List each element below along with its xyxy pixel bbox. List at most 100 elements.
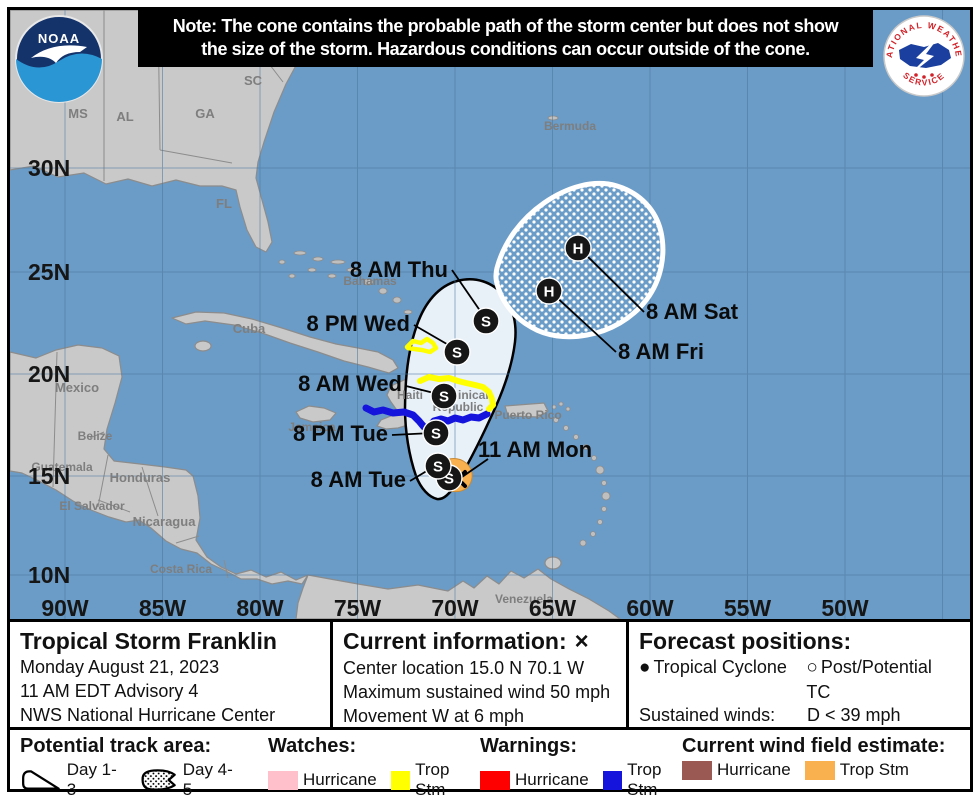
label-65w: 65W xyxy=(529,595,577,619)
post-potential-label: Post/Potential TC xyxy=(806,657,932,702)
label-nicaragua: Nicaragua xyxy=(133,514,197,529)
noaa-bird-icon xyxy=(31,45,87,63)
nws-logo: NATIONAL WEATHER SERVICE xyxy=(882,14,965,97)
legend-warnings: Warnings: Hurricane Trop Stm xyxy=(470,730,661,799)
label-el-salvador: El Salvador xyxy=(59,499,125,513)
svg-text:H: H xyxy=(573,241,584,258)
hurricane-warning-swatch xyxy=(480,770,510,790)
forecast-positions-legend: Forecast positions: ● Tropical Cyclone ○ P… xyxy=(626,622,970,727)
legend-watches: Watches: Hurricane Trop Stm xyxy=(258,730,470,799)
basemap-svg: MS AL GA SC FL Mexico Belize Guatemala H… xyxy=(10,10,970,619)
day13-key: Day 1-3 xyxy=(20,760,122,800)
tropstm-windfield-swatch xyxy=(804,760,835,780)
label-15n: 15N xyxy=(28,463,70,489)
lon-labels: 90W 85W 80W 75W 70W 65W 60W 55W 50W xyxy=(41,595,869,619)
day13-label: Day 1-3 xyxy=(66,760,117,799)
map: MS AL GA SC FL Mexico Belize Guatemala H… xyxy=(7,7,973,622)
point-8pm-wed: S xyxy=(443,338,471,366)
point-8am-sat: H xyxy=(564,234,592,262)
island-jamaica xyxy=(295,405,337,423)
track-time-labels: 8 AM Thu 8 PM Wed 8 AM Wed 8 PM Tue 8 AM… xyxy=(293,257,739,492)
label-8pm-tue: 8 PM Tue xyxy=(293,421,388,446)
lat-labels: 30N 25N 20N 15N 10N xyxy=(28,155,70,588)
label-jamaica: Jamaica xyxy=(288,420,336,434)
point-8am-fri: H xyxy=(535,277,563,305)
label-fl: FL xyxy=(216,196,232,211)
current-information: Current information: × Center location 15… xyxy=(330,622,626,727)
cyclone-symbols-row: ● Tropical Cyclone ○ Post/Potential TC xyxy=(639,656,960,704)
label-cuba: Cuba xyxy=(233,321,266,336)
current-position-symbol: × xyxy=(574,628,589,655)
note-line-2: the size of the storm. Hazardous conditi… xyxy=(201,39,810,60)
nws-lightning-icon xyxy=(906,34,941,78)
open-circle-icon: ○ xyxy=(806,657,818,679)
note-line-1: Note: The cone contains the probable pat… xyxy=(172,16,839,36)
label-haiti: Haiti xyxy=(397,388,423,402)
day45-key: Day 4-5 xyxy=(136,760,238,800)
wind-class-d: D < 39 mph xyxy=(807,705,901,726)
point-8am-thu: S xyxy=(472,307,500,335)
svg-text:S: S xyxy=(439,389,449,406)
label-8am-tue: 8 AM Tue xyxy=(311,467,406,492)
noaa-logo: NOAA xyxy=(15,15,103,103)
label-10n: 10N xyxy=(28,562,70,588)
issuing-agency: NWS National Hurricane Center xyxy=(20,705,276,726)
day45-label: Day 4-5 xyxy=(182,760,233,799)
svg-text:S: S xyxy=(433,459,443,476)
tropstm-warning-label: Trop Stm xyxy=(627,760,662,799)
windfield-hurricane-key: Hurricane xyxy=(682,760,791,780)
label-30n: 30N xyxy=(28,155,70,181)
label-20n: 20N xyxy=(28,361,70,387)
label-11am-mon: 11 AM Mon xyxy=(478,437,592,462)
noaa-logo-text: NOAA xyxy=(38,31,80,46)
geo-labels: MS AL GA SC FL Mexico Belize Guatemala H… xyxy=(31,73,596,606)
label-honduras: Honduras xyxy=(110,470,171,485)
center-location: Center location 15.0 N 70.1 W xyxy=(343,658,585,679)
tropical-cyclone-label: Tropical Cyclone xyxy=(653,657,787,678)
svg-text:S: S xyxy=(481,314,491,331)
label-85w: 85W xyxy=(139,595,187,619)
storm-summary: Tropical Storm Franklin Monday August 21… xyxy=(10,622,330,727)
note-banner: Note: The cone contains the probable pat… xyxy=(138,10,873,68)
label-belize: Belize xyxy=(78,429,113,443)
wind-field-heading: Current wind field estimate: xyxy=(682,735,946,757)
info-panel: Tropical Storm Franklin Monday August 21… xyxy=(7,619,973,730)
tropstm-watch-label: Trop Stm xyxy=(415,760,450,799)
point-8am-wed: S xyxy=(430,382,458,410)
legend-bar: Potential track area: Day 1-3 xyxy=(7,727,973,799)
trop-storm-watch-line xyxy=(417,374,496,412)
label-75w: 75W xyxy=(334,595,382,619)
day13-cone-icon xyxy=(22,770,60,790)
max-sustained-wind: Maximum sustained wind 50 mph xyxy=(343,682,611,703)
windfield-tropstm-key: Trop Stm xyxy=(804,760,909,780)
island-cuba xyxy=(171,311,399,374)
island-isle-of-youth xyxy=(194,340,212,352)
tropical-cyclone-key: ● Tropical Cyclone xyxy=(639,656,806,704)
advisory-number: 11 AM EDT Advisory 4 xyxy=(20,681,199,702)
label-8am-fri: 8 AM Fri xyxy=(618,339,704,364)
label-8am-sat: 8 AM Sat xyxy=(646,299,739,324)
label-costa-rica: Costa Rica xyxy=(150,562,212,576)
label-ga: GA xyxy=(195,106,215,121)
warning-tropstm-key: Trop Stm xyxy=(602,760,672,800)
watch-hurricane-key: Hurricane xyxy=(268,770,377,790)
watches-heading: Watches: xyxy=(268,735,357,757)
legend-wind-field: Current wind field estimate: Hurricane T… xyxy=(652,730,970,789)
tropstm-watch-swatch xyxy=(390,770,411,790)
label-80w: 80W xyxy=(236,595,284,619)
hurricane-watch-label: Hurricane xyxy=(303,770,377,789)
trop-storm-watch-line-turks xyxy=(404,336,439,355)
label-bermuda: Bermuda xyxy=(544,119,596,133)
watch-tropstm-key: Trop Stm xyxy=(390,760,460,800)
label-puerto-rico: Puerto Rico xyxy=(494,408,561,422)
label-55w: 55W xyxy=(724,595,772,619)
warnings-heading: Warnings: xyxy=(480,735,578,757)
current-info-heading: Current information: × xyxy=(343,629,616,654)
sustained-winds-label: Sustained winds: xyxy=(639,705,776,726)
label-8am-thu: 8 AM Thu xyxy=(350,257,448,282)
svg-text:S: S xyxy=(431,426,441,443)
land-mexico-central-america xyxy=(10,344,309,585)
label-70w: 70W xyxy=(431,595,479,619)
forecast-points: S S S S S xyxy=(422,234,592,492)
svg-text:S: S xyxy=(452,345,462,362)
